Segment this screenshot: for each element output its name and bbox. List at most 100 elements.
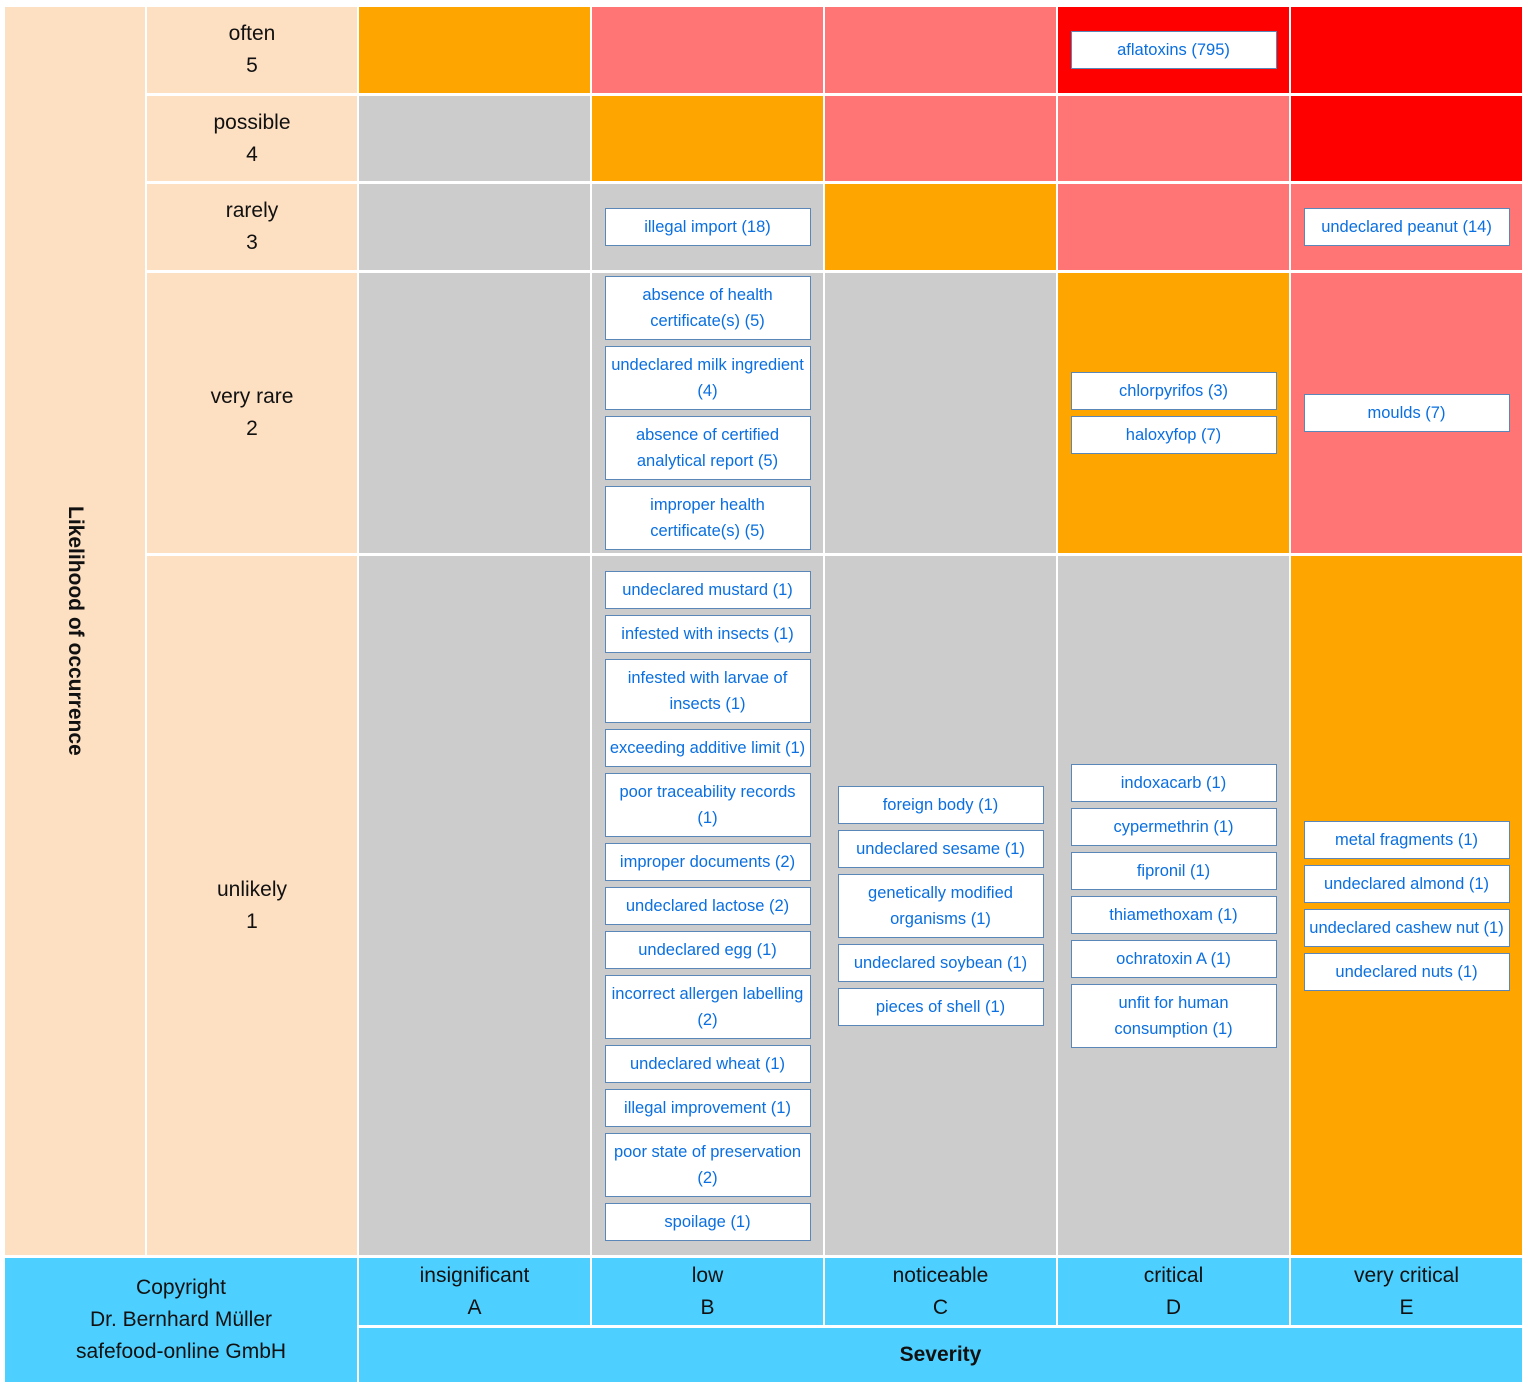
hazard-link[interactable]: cypermethrin (1)	[1070, 807, 1277, 846]
severity-name: very critical	[1353, 1263, 1459, 1287]
matrix-cell: absence of health certificate(s) (5) unde…	[592, 273, 823, 553]
severity-name: critical	[1143, 1263, 1204, 1287]
matrix-cell	[592, 7, 823, 93]
hazard-link[interactable]: infested with insects (1)	[604, 614, 811, 653]
severity-name: noticeable	[892, 1263, 989, 1287]
likelihood-level: 3	[246, 231, 258, 254]
hazard-link[interactable]: poor state of preservation (2)	[604, 1132, 811, 1197]
matrix-cell	[359, 7, 590, 93]
severity-code: A	[467, 1295, 482, 1319]
hazard-link[interactable]: haloxyfop (7)	[1070, 416, 1277, 454]
hazard-link[interactable]: improper health certificate(s) (5)	[604, 486, 811, 550]
hazard-link[interactable]: absence of certified analytical report (…	[604, 416, 811, 480]
hazard-link[interactable]: aflatoxins (795)	[1070, 31, 1277, 69]
matrix-cell	[359, 184, 590, 270]
matrix-cell: moulds (7)	[1291, 273, 1522, 553]
hazard-link[interactable]: undeclared milk ingredient (4)	[604, 346, 811, 410]
matrix-cell: undeclared mustard (1) infested with inse…	[592, 556, 823, 1255]
matrix-cell	[825, 96, 1056, 181]
hazard-link[interactable]: undeclared almond (1)	[1303, 864, 1510, 903]
severity-name: insignificant	[419, 1263, 530, 1287]
severity-label: critical D	[1058, 1258, 1289, 1325]
matrix-cell	[359, 273, 590, 553]
matrix-cell: metal fragments (1) undeclared almond (1)…	[1291, 556, 1522, 1255]
matrix-cell	[359, 96, 590, 181]
hazard-link[interactable]: metal fragments (1)	[1303, 820, 1510, 859]
matrix-cell	[1058, 96, 1289, 181]
hazard-link[interactable]: foreign body (1)	[837, 785, 1044, 824]
hazard-link[interactable]: spoilage (1)	[604, 1202, 811, 1241]
hazard-link[interactable]: pieces of shell (1)	[837, 987, 1044, 1026]
hazard-link[interactable]: absence of health certificate(s) (5)	[604, 276, 811, 340]
matrix-cell: indoxacarb (1) cypermethrin (1) fipronil (…	[1058, 556, 1289, 1255]
hazard-link[interactable]: undeclared sesame (1)	[837, 829, 1044, 868]
severity-label: very critical E	[1291, 1258, 1522, 1325]
hazard-link[interactable]: moulds (7)	[1303, 394, 1510, 432]
likelihood-name: possible	[213, 110, 291, 134]
matrix-cell	[1058, 184, 1289, 270]
hazard-link[interactable]: illegal improvement (1)	[604, 1088, 811, 1127]
likelihood-label: rarely 3	[147, 184, 357, 270]
likelihood-level: 5	[246, 54, 258, 77]
matrix-cell: illegal import (18)	[592, 184, 823, 270]
hazard-link[interactable]: infested with larvae of insects (1)	[604, 658, 811, 723]
hazard-link[interactable]: chlorpyrifos (3)	[1070, 372, 1277, 410]
x-axis-title: Severity	[359, 1328, 1522, 1382]
matrix-cell	[1291, 96, 1522, 181]
hazard-link[interactable]: ochratoxin A (1)	[1070, 939, 1277, 978]
hazard-link[interactable]: undeclared egg (1)	[604, 930, 811, 969]
likelihood-label: possible 4	[147, 96, 357, 181]
matrix-cell	[359, 556, 590, 1255]
likelihood-name: rarely	[225, 199, 279, 222]
matrix-cell: foreign body (1) undeclared sesame (1) gen…	[825, 556, 1056, 1255]
hazard-link[interactable]: improper documents (2)	[604, 842, 811, 881]
copyright: Copyright Dr. Bernhard Müller safefood-o…	[5, 1258, 357, 1382]
severity-code: B	[700, 1295, 715, 1319]
copyright-line: Dr. Bernhard Müller	[89, 1308, 273, 1331]
hazard-link[interactable]: undeclared cashew nut (1)	[1303, 908, 1510, 947]
y-axis-title: Likelihood of occurrence	[64, 506, 87, 756]
hazard-link[interactable]: fipronil (1)	[1070, 851, 1277, 890]
hazard-link[interactable]: undeclared mustard (1)	[604, 570, 811, 609]
matrix-cell: aflatoxins (795)	[1058, 7, 1289, 93]
matrix-cell: chlorpyrifos (3) haloxyfop (7)	[1058, 273, 1289, 553]
likelihood-name: unlikely	[216, 877, 288, 901]
hazard-link[interactable]: illegal import (18)	[604, 208, 811, 246]
matrix-cell	[1291, 7, 1522, 93]
copyright-line: Copyright	[136, 1276, 226, 1299]
matrix-cell	[592, 96, 823, 181]
hazard-link[interactable]: exceeding additive limit (1)	[604, 728, 811, 767]
likelihood-level: 1	[246, 909, 258, 933]
copyright-line: safefood-online GmbH	[75, 1340, 287, 1363]
risk-matrix: Likelihood of occurrence Copyright Dr. B…	[5, 7, 1522, 1382]
likelihood-level: 2	[246, 417, 258, 440]
matrix-cell: undeclared peanut (14)	[1291, 184, 1522, 270]
hazard-link[interactable]: undeclared peanut (14)	[1303, 208, 1510, 246]
hazard-link[interactable]: undeclared wheat (1)	[604, 1044, 811, 1083]
severity-label: insignificant A	[359, 1258, 590, 1325]
hazard-link[interactable]: incorrect allergen labelling (2)	[604, 974, 811, 1039]
hazard-link[interactable]: undeclared lactose (2)	[604, 886, 811, 925]
matrix-cell	[825, 7, 1056, 93]
hazard-link[interactable]: indoxacarb (1)	[1070, 763, 1277, 802]
y-axis-cell: Likelihood of occurrence	[5, 7, 145, 1255]
likelihood-label: often 5	[147, 7, 357, 93]
likelihood-label: very rare 2	[147, 273, 357, 553]
likelihood-label: unlikely 1	[147, 556, 357, 1255]
severity-code: D	[1165, 1295, 1182, 1319]
severity-label: noticeable C	[825, 1258, 1056, 1325]
likelihood-name: often	[228, 22, 276, 45]
hazard-link[interactable]: genetically modified organisms (1)	[837, 873, 1044, 938]
matrix-cell	[825, 273, 1056, 553]
matrix-cell	[825, 184, 1056, 270]
hazard-link[interactable]: poor traceability records (1)	[604, 772, 811, 837]
hazard-link[interactable]: undeclared nuts (1)	[1303, 952, 1510, 991]
likelihood-name: very rare	[210, 385, 294, 408]
hazard-link[interactable]: thiamethoxam (1)	[1070, 895, 1277, 934]
hazard-link[interactable]: undeclared soybean (1)	[837, 943, 1044, 982]
hazard-link[interactable]: unfit for human consumption (1)	[1070, 983, 1277, 1048]
severity-code: C	[932, 1295, 949, 1319]
severity-code: E	[1399, 1295, 1414, 1319]
severity-label: low B	[592, 1258, 823, 1325]
